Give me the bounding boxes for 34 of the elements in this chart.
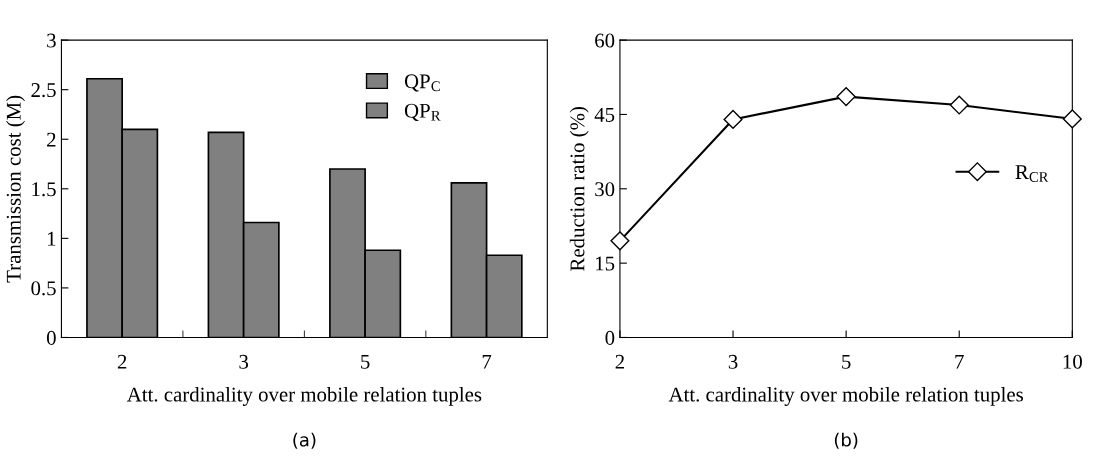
point [1062,109,1082,129]
x-axis-title: Att. cardinality over mobile relation tuples [126,386,482,406]
y-tick-label: 15 [596,256,615,271]
x-axis-title: Att. cardinality over mobile relation tuples [668,386,1023,406]
y-axis-title: Reduction ratio (%) [569,106,589,271]
y-tick-label: 1.5 [32,182,56,197]
point [836,87,856,107]
point [610,231,630,251]
x-tick-label: 7 [482,354,492,369]
y-axis-title: Transmission cost (M) [6,95,25,283]
y-tick-label: 1 [47,231,56,246]
y-tick-label: 2 [47,132,56,147]
x-tick-label: 7 [955,354,964,369]
y-tick-label: 30 [595,182,615,197]
y-tick-label: 0 [46,330,56,345]
text: (b) [834,432,858,449]
x-tick-label: 2 [117,354,127,369]
y-tick-label: 0.5 [31,281,56,296]
x-tick-label: 10 [1063,354,1082,369]
y-tick-label: 2.5 [31,83,56,98]
legend-label: R$_{CR}$ [1015,165,1049,182]
point [723,109,743,129]
y-tick-label: 45 [594,107,615,122]
x-tick-label: 3 [728,354,738,369]
y-tick-label: 60 [595,33,615,48]
legend-label: QP$_{R}$ [404,103,441,121]
y-tick-label: 3 [47,33,56,48]
text: (a) [293,432,316,449]
legend-label: QP$_{C}$ [404,74,440,92]
y-tick-label: 0 [605,330,615,345]
x-tick-label: 5 [842,354,851,369]
x-tick-label: 5 [361,354,370,369]
point [949,95,969,115]
x-tick-label: 3 [239,354,249,369]
